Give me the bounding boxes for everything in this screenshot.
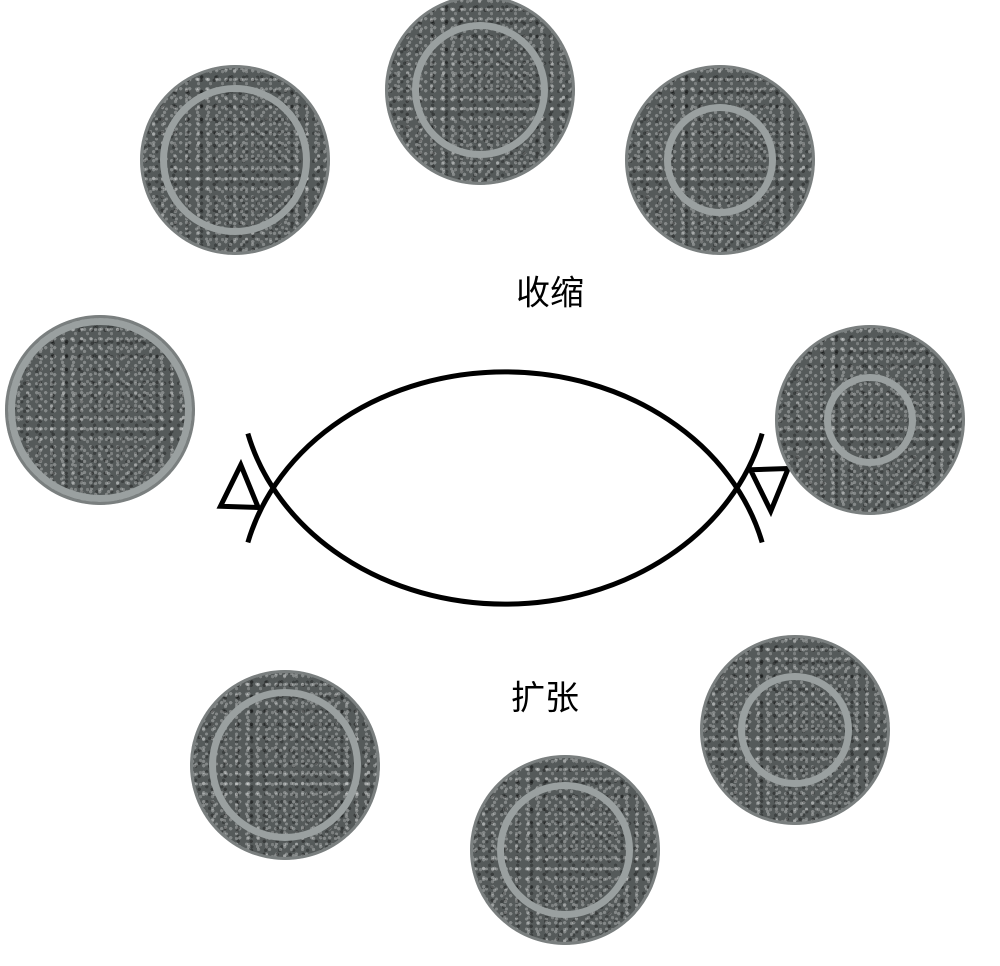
cycle-node xyxy=(385,0,575,185)
cycle-node xyxy=(5,315,195,505)
cycle-node xyxy=(470,755,660,945)
cycle-node xyxy=(625,65,815,255)
inner-ring xyxy=(209,689,361,841)
diagram-stage: 收缩扩张 xyxy=(0,0,1000,966)
cycle-label-bottom: 扩张 xyxy=(511,671,579,720)
inner-ring xyxy=(824,374,916,466)
inner-ring xyxy=(412,22,548,158)
cycle-node xyxy=(775,325,965,515)
cycle-node xyxy=(190,670,380,860)
cycle-node xyxy=(140,65,330,255)
inner-ring xyxy=(664,104,776,216)
cycle-label-top: 收缩 xyxy=(516,266,584,315)
inner-ring xyxy=(497,782,633,918)
cycle-node xyxy=(700,635,890,825)
inner-ring xyxy=(160,85,310,235)
inner-ring xyxy=(8,318,192,502)
inner-ring xyxy=(738,673,852,787)
